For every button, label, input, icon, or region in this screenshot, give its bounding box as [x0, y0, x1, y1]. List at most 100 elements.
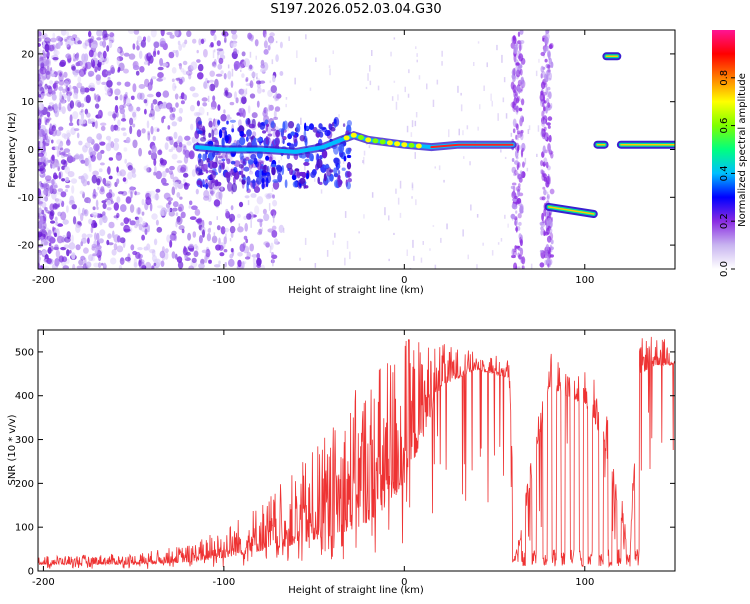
noise-speck: [91, 44, 98, 49]
band-speck: [543, 91, 547, 96]
noise-streak: [411, 182, 414, 189]
noise-streak: [463, 156, 465, 159]
band-speck: [517, 31, 521, 37]
signal-blob: [309, 153, 314, 162]
noise-streak: [404, 86, 406, 93]
signal-blob: [224, 171, 231, 179]
noise-speck: [132, 250, 138, 256]
noise-speck: [189, 86, 196, 92]
noise-speck: [83, 247, 89, 254]
signal-blob: [333, 145, 339, 155]
noise-speck: [47, 246, 52, 255]
signal-blob: [284, 179, 288, 189]
noise-streak: [280, 156, 283, 161]
noise-speck: [146, 93, 154, 98]
noise-speck: [147, 132, 151, 141]
band-speck: [545, 105, 548, 114]
noise-speck: [252, 256, 256, 266]
signal-blob: [347, 170, 351, 178]
noise-streak: [496, 44, 498, 51]
noise-speck: [262, 89, 265, 93]
noise-speck: [262, 30, 267, 38]
band-speck: [520, 115, 524, 123]
noise-speck: [38, 222, 44, 229]
noise-speck: [134, 190, 137, 196]
band-speck: [518, 173, 521, 180]
noise-speck: [106, 45, 110, 52]
signal-blob: [247, 118, 250, 125]
noise-speck: [116, 196, 121, 204]
signal-blob: [205, 182, 208, 190]
noise-speck: [69, 195, 75, 204]
noise-speck: [77, 76, 82, 83]
noise-speck: [181, 164, 189, 173]
band-speck: [543, 126, 547, 131]
noise-speck: [87, 160, 92, 168]
noise-speck: [152, 259, 159, 263]
noise-speck: [191, 257, 197, 264]
signal-blob: [296, 171, 301, 179]
noise-speck: [130, 191, 133, 199]
noise-streak: [395, 101, 398, 110]
noise-speck: [61, 133, 67, 138]
noise-streak: [369, 65, 371, 72]
noise-speck: [117, 69, 120, 73]
noise-speck: [53, 229, 59, 233]
noise-streak: [482, 242, 484, 246]
noise-speck: [239, 243, 246, 252]
noise-speck: [175, 221, 178, 228]
band-speck: [542, 161, 546, 167]
noise-speck: [155, 91, 162, 98]
noise-speck: [150, 125, 154, 135]
signal-blob: [224, 135, 229, 144]
noise-speck: [225, 92, 233, 99]
noise-speck: [143, 246, 149, 251]
noise-streak: [272, 214, 275, 223]
noise-speck: [52, 57, 59, 61]
noise-speck: [92, 194, 97, 199]
band-speck: [520, 98, 525, 106]
noise-speck: [129, 220, 136, 226]
snr-series-line: [38, 336, 675, 569]
colorbar-ticks: 0.0 0.2 0.4 0.6 0.8: [719, 70, 735, 277]
noise-speck: [94, 120, 98, 129]
noise-speck: [216, 225, 221, 231]
noise-speck: [51, 154, 55, 161]
signal-blob: [345, 147, 351, 155]
noise-speck: [44, 83, 48, 90]
noise-speck: [38, 31, 42, 37]
noise-speck: [38, 48, 42, 53]
noise-speck: [53, 103, 59, 112]
noise-streak: [432, 225, 435, 227]
signal-blob: [290, 131, 296, 136]
noise-speck: [53, 50, 60, 56]
signal-blob: [264, 119, 269, 125]
signal-blob: [202, 153, 206, 162]
noise-streak: [367, 73, 369, 81]
tone-track-core: [430, 143, 514, 149]
band-speck: [515, 91, 518, 97]
noise-speck: [47, 86, 53, 95]
noise-speck: [102, 50, 107, 59]
noise-speck: [249, 243, 254, 252]
noise-streak: [271, 187, 274, 192]
signal-blob: [243, 166, 250, 172]
noise-speck: [151, 76, 157, 80]
noise-speck: [38, 255, 42, 262]
noise-speck: [63, 80, 69, 87]
noise-speck: [218, 159, 223, 163]
signal-blob: [261, 181, 265, 190]
noise-speck: [208, 79, 215, 83]
noise-speck: [62, 219, 69, 225]
noise-speck: [82, 145, 88, 153]
noise-speck: [96, 30, 103, 37]
noise-speck: [110, 124, 115, 132]
band-speck: [516, 130, 521, 135]
band-speck: [540, 160, 544, 167]
noise-speck: [223, 73, 227, 80]
noise-speck: [40, 183, 48, 188]
band-speck: [513, 172, 517, 177]
signal-blob: [233, 166, 238, 173]
noise-speck: [40, 62, 45, 69]
band-speck: [511, 254, 516, 259]
